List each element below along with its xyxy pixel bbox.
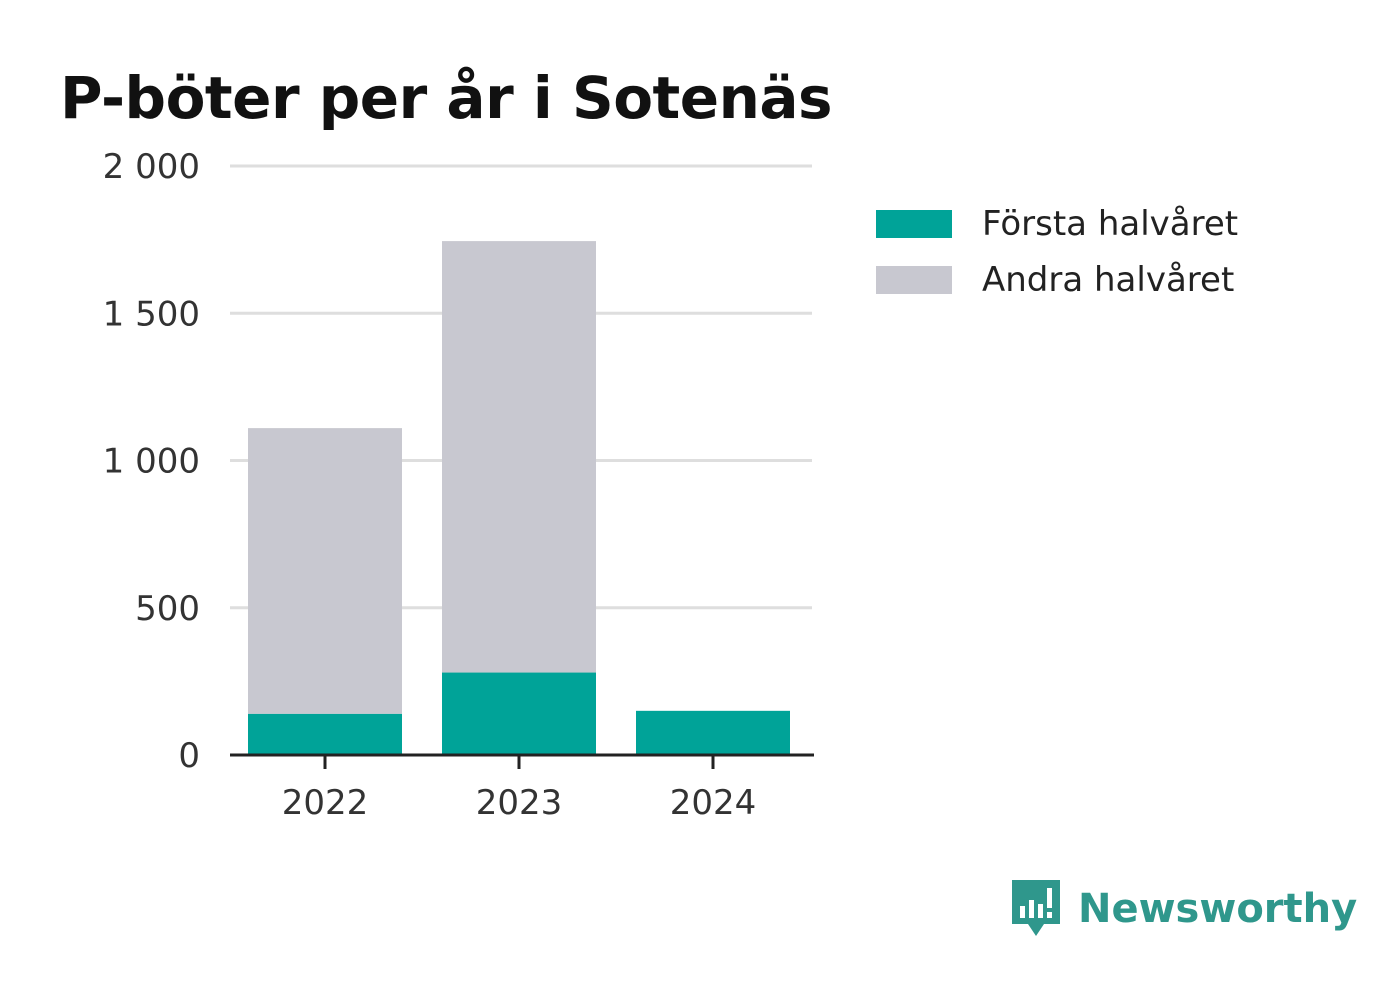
bar-2022-series-0[interactable] [248, 713, 402, 755]
bar-2023-series-1[interactable] [442, 241, 596, 673]
chart-title: P-böter per år i Sotenäs [60, 64, 833, 132]
x-tick-label-2022: 2022 [282, 783, 369, 823]
brand-logo[interactable]: Newsworthy [1010, 878, 1357, 940]
y-tick-label: 2 000 [103, 147, 200, 187]
y-tick-label: 1 500 [103, 294, 200, 334]
y-tick-label: 1 000 [103, 442, 200, 482]
bar-2022-series-1[interactable] [248, 428, 402, 714]
bar-2024-series-0[interactable] [636, 710, 790, 755]
y-tick-label: 500 [135, 589, 200, 629]
brand-name: Newsworthy [1078, 886, 1358, 932]
legend-label-andra: Andra halvåret [982, 260, 1235, 300]
newsworthy-logo-icon [1012, 880, 1060, 936]
bar-2023-series-0[interactable] [442, 672, 596, 755]
axes: 0 500 1 000 1 500 2 000 2022 2023 2024 [103, 147, 814, 823]
x-tick-label-2024: 2024 [670, 783, 757, 823]
legend-item-andra[interactable]: Andra halvåret [876, 252, 1238, 308]
legend-swatch-andra [876, 266, 952, 294]
legend-label-forsta: Första halvåret [982, 204, 1239, 244]
x-tick-label-2023: 2023 [476, 783, 563, 823]
bars [248, 241, 790, 755]
legend-swatch-forsta [876, 210, 952, 238]
legend: Första halvåret Andra halvåret [876, 196, 1238, 308]
legend-item-forsta[interactable]: Första halvåret [876, 196, 1238, 252]
y-tick-label: 0 [178, 736, 200, 776]
